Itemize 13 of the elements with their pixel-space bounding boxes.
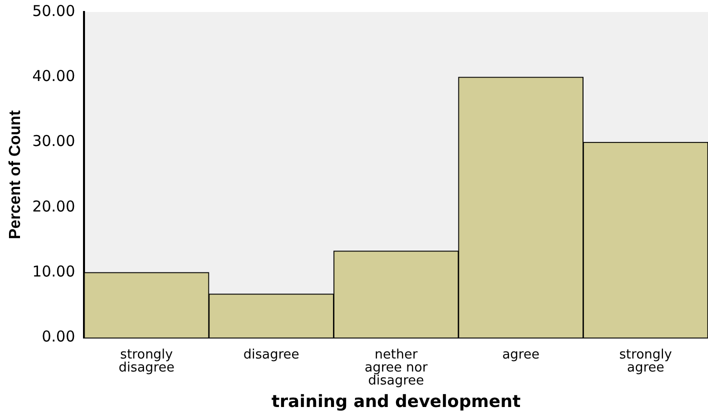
y-tick-label: 40.00 [32, 67, 76, 86]
x-axis-title: training and development [272, 392, 521, 412]
y-tick-label: 30.00 [32, 132, 76, 150]
x-tick-label: agree [502, 347, 540, 362]
y-tick-label: 20.00 [32, 197, 76, 216]
y-axis-title: Percent of Count [7, 110, 24, 240]
y-tick-label: 50.00 [32, 2, 76, 20]
x-tick-label: strongly agree [619, 347, 672, 376]
x-tick-label: strongly disagree [118, 347, 174, 376]
y-tick-label: 0.00 [42, 327, 76, 346]
x-tick-label: disagree [243, 347, 300, 362]
x-tick-label: nether agree nor disagree [364, 347, 428, 388]
y-tick-label: 10.00 [32, 262, 76, 280]
